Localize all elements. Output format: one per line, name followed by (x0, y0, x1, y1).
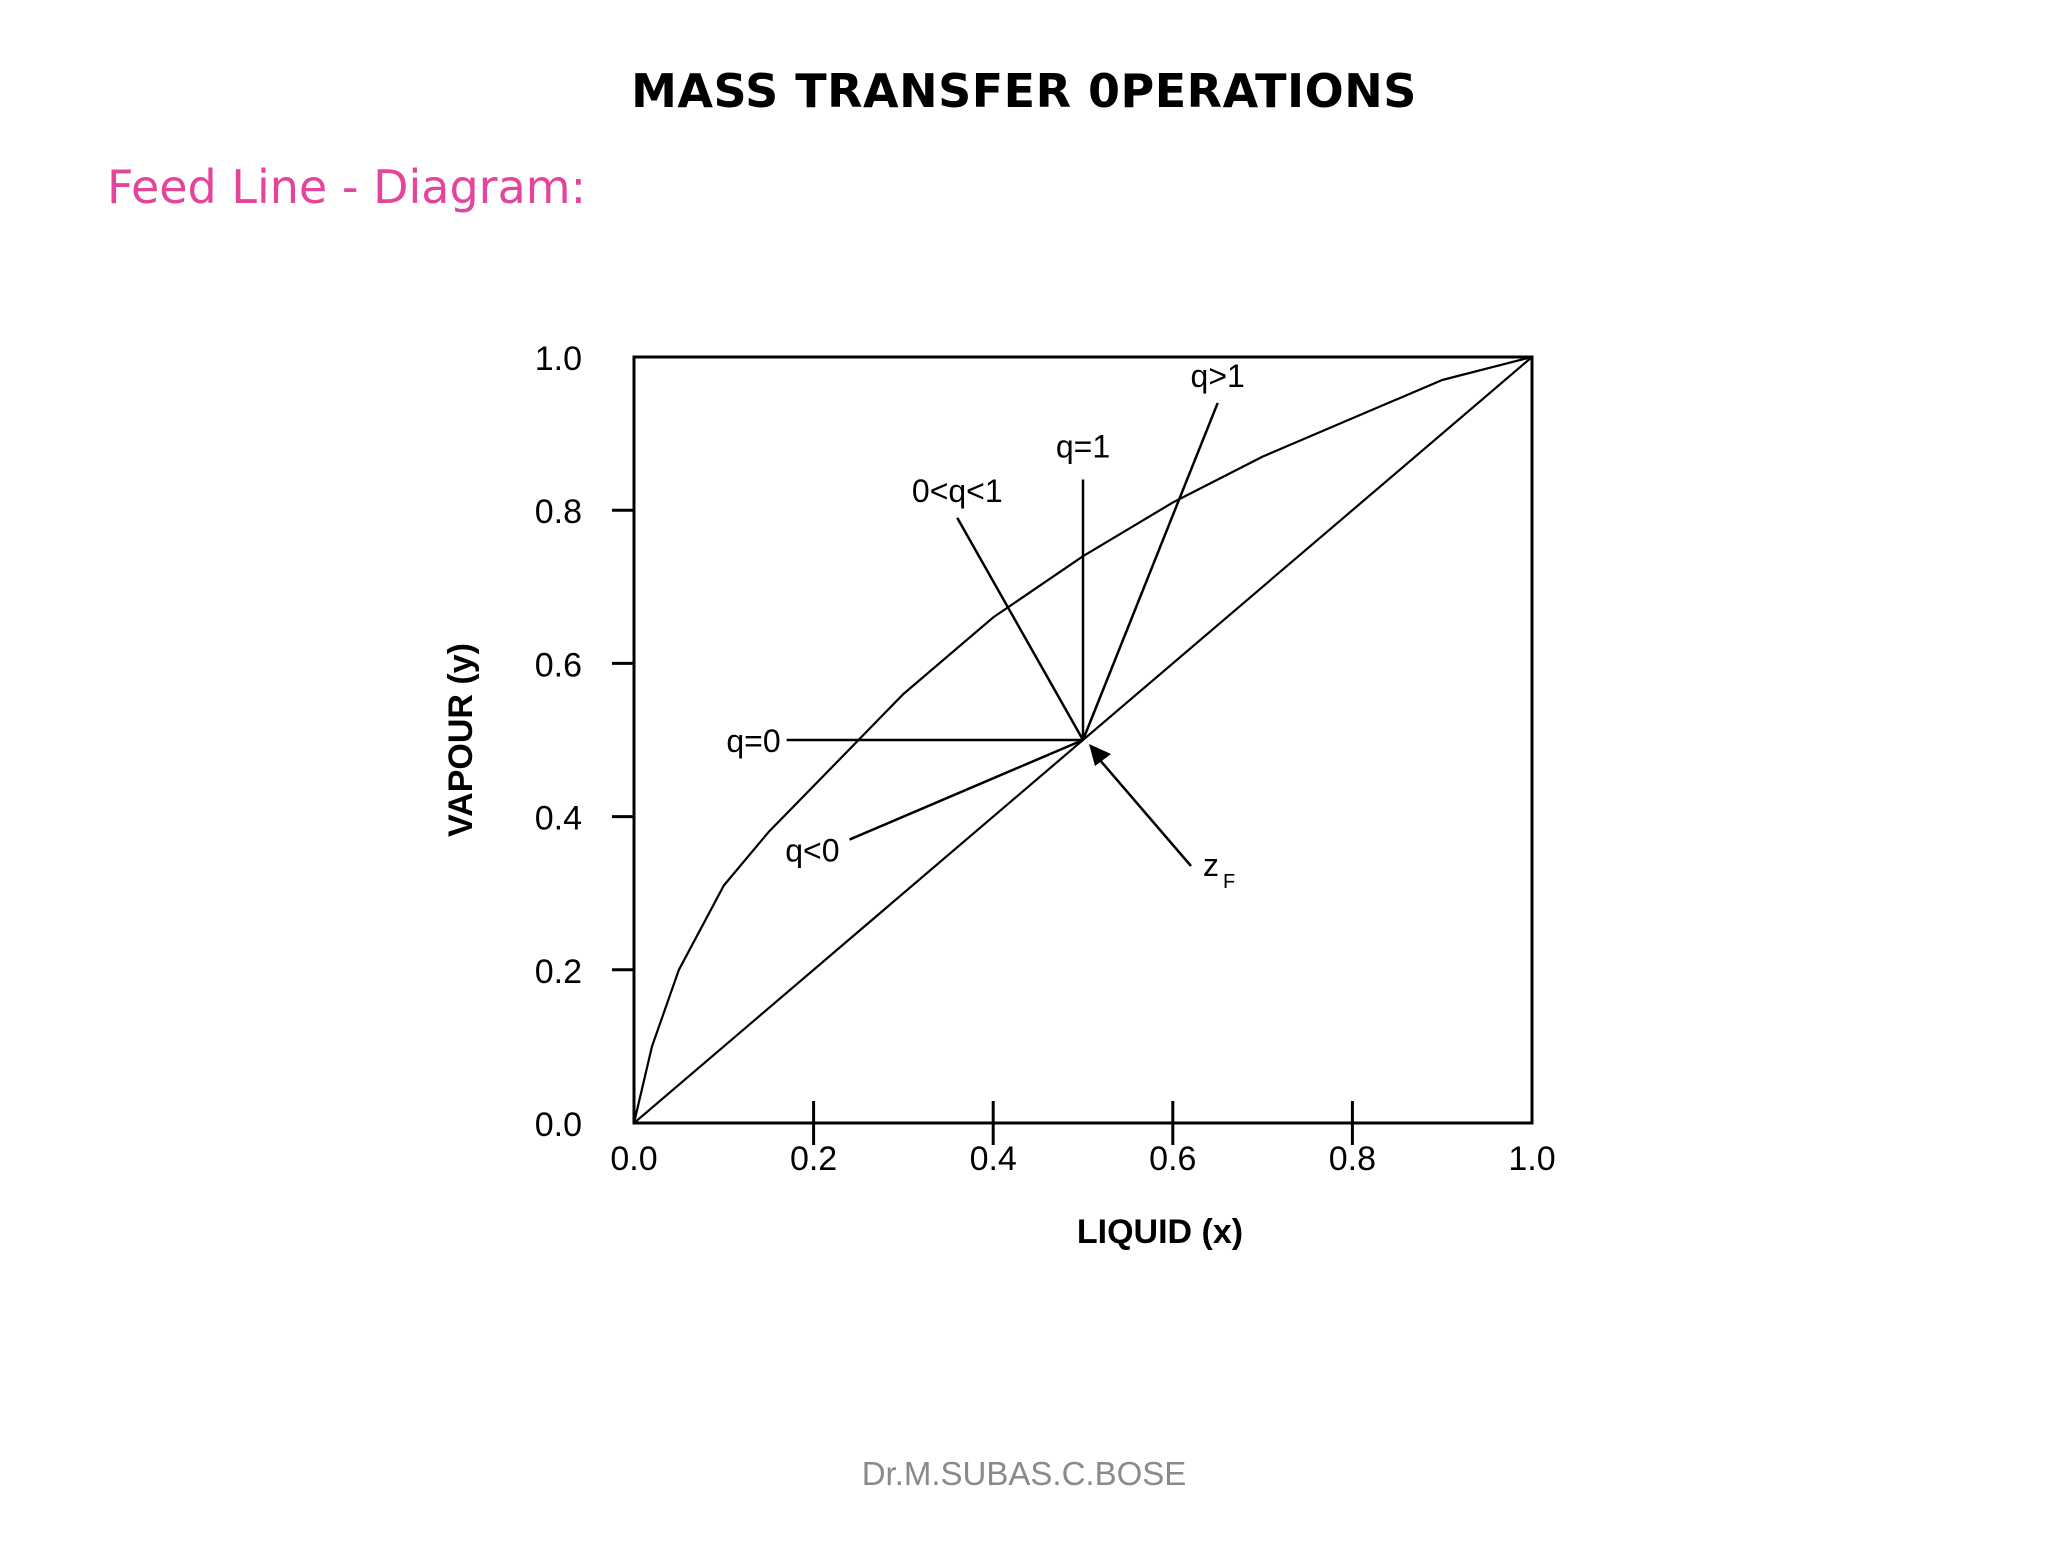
x-axis: 0.0 0.2 0.4 0.6 0.8 1.0 (610, 1101, 1556, 1178)
feed-line-label: q>1 (1191, 358, 1245, 394)
feed-point-arrowhead (1089, 744, 1111, 766)
equilibrium-line (632, 355, 1533, 1124)
y-tick-label: 0.6 (535, 646, 582, 684)
plot-frame (632, 355, 1534, 1125)
footer-author: Dr.M.SUBAS.C.BOSE (861, 1455, 1187, 1492)
y-tick-label: 0.8 (535, 493, 582, 531)
x-tick-label: 1.0 (1508, 1140, 1555, 1178)
feed-line (1081, 402, 1219, 741)
x-axis-label: LIQUID (x) (1077, 1213, 1243, 1251)
feed-line-label: q=1 (1056, 429, 1110, 465)
y-axis-label: VAPOUR (y) (442, 643, 480, 837)
y-tick-label: 1.0 (535, 340, 582, 378)
feed-point-pointer (1092, 751, 1192, 867)
x-tick-label: 0.0 (610, 1140, 657, 1178)
feed-line-label: 0<q<1 (912, 473, 1003, 509)
y-axis: 0.0 0.2 0.4 0.6 0.8 1.0 (535, 340, 634, 1144)
slide-title: MASS TRANSFER 0PERATIONS (631, 64, 1417, 118)
slide-subtitle: Feed Line - Diagram: (107, 160, 587, 214)
feed-line-label: q<0 (785, 833, 839, 869)
y-tick-label: 0.2 (535, 953, 582, 991)
feed-line (956, 517, 1085, 741)
x-tick-label: 0.4 (970, 1140, 1017, 1178)
x-tick-label: 0.8 (1329, 1140, 1376, 1178)
feed-line (849, 738, 1084, 841)
x-tick-label: 0.2 (790, 1140, 837, 1178)
feed-lines: q=0 q=1 0<q<1 q>1 q<0 (726, 358, 1244, 869)
x-tick-label: 0.6 (1149, 1140, 1196, 1178)
y-tick-label: 0.4 (535, 800, 582, 838)
y-tick-label: 0.0 (535, 1106, 582, 1144)
feed-line-label: q=0 (726, 723, 780, 759)
feed-point-label-sub: F (1223, 871, 1235, 893)
feed-point-label: z (1203, 847, 1219, 883)
